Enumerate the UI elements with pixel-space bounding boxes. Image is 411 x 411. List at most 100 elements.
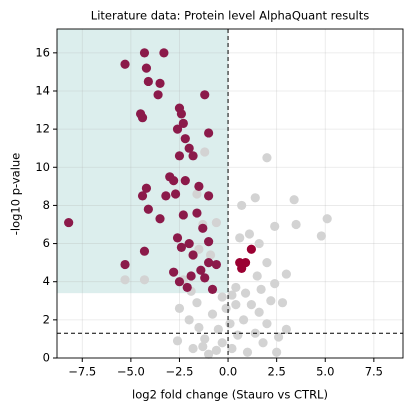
plot-frame xyxy=(56,28,404,359)
y-tick-label: 0 xyxy=(43,351,50,365)
y-tick-label: 10 xyxy=(35,160,50,174)
point xyxy=(235,233,245,243)
point xyxy=(155,214,165,224)
point xyxy=(207,309,218,319)
point xyxy=(200,273,210,283)
point xyxy=(194,181,204,191)
point xyxy=(207,284,218,294)
point xyxy=(204,349,214,359)
point xyxy=(233,330,243,340)
point xyxy=(291,219,301,230)
x-tick-label: 0.0 xyxy=(219,365,237,379)
point xyxy=(184,143,194,153)
y-tick-label: 8 xyxy=(43,198,50,212)
point xyxy=(174,303,185,314)
point xyxy=(270,279,280,289)
y-tick-label: 6 xyxy=(43,236,50,250)
point xyxy=(155,78,165,88)
point xyxy=(188,250,198,260)
point xyxy=(225,319,235,329)
chart-title: Literature data: Protein level AlphaQuan… xyxy=(91,9,369,23)
point xyxy=(262,319,272,329)
x-tick-label: −7.5 xyxy=(68,365,96,379)
point xyxy=(211,217,221,228)
point xyxy=(231,299,241,310)
point xyxy=(204,258,214,268)
point xyxy=(237,200,247,211)
y-tick-label: 16 xyxy=(35,45,50,59)
point xyxy=(198,341,208,352)
point xyxy=(200,334,210,344)
point xyxy=(237,263,247,273)
point xyxy=(194,244,204,254)
y-tick-label: 14 xyxy=(35,83,50,97)
point xyxy=(227,343,237,354)
point xyxy=(182,282,192,293)
point xyxy=(217,338,227,348)
x-tick-label: −2.5 xyxy=(165,365,193,379)
point xyxy=(172,336,183,346)
x-tick-label: 5.0 xyxy=(316,365,334,379)
point xyxy=(176,109,187,119)
point xyxy=(139,275,150,285)
point xyxy=(196,265,206,275)
point xyxy=(137,191,148,201)
point xyxy=(240,288,251,298)
y-tick-label: 4 xyxy=(43,274,50,288)
point xyxy=(186,271,196,281)
point xyxy=(176,242,187,252)
point xyxy=(204,128,214,138)
point xyxy=(153,90,163,100)
point xyxy=(244,229,255,239)
point xyxy=(170,189,181,199)
x-tick-label: 2.5 xyxy=(268,365,286,379)
point xyxy=(143,204,153,214)
point xyxy=(143,76,153,87)
point xyxy=(194,322,204,333)
point xyxy=(174,277,185,287)
point xyxy=(178,118,188,129)
point xyxy=(246,299,256,310)
point xyxy=(239,315,249,325)
point xyxy=(252,271,262,281)
point xyxy=(141,63,152,73)
point xyxy=(180,134,190,144)
point xyxy=(227,290,237,300)
point xyxy=(273,332,284,342)
point xyxy=(184,238,194,249)
point xyxy=(221,303,231,314)
point xyxy=(266,296,276,306)
point xyxy=(204,191,214,201)
point xyxy=(258,338,268,348)
point xyxy=(184,315,194,325)
point xyxy=(205,250,216,260)
y-tick-label: 12 xyxy=(35,122,50,136)
point xyxy=(316,231,326,241)
point xyxy=(198,223,208,233)
point xyxy=(200,90,210,100)
point xyxy=(180,176,190,186)
point xyxy=(242,347,253,357)
point xyxy=(289,195,299,205)
point xyxy=(254,307,264,317)
point xyxy=(192,189,202,199)
point xyxy=(178,210,188,220)
point xyxy=(188,343,198,354)
point xyxy=(272,347,282,357)
point xyxy=(231,282,241,293)
y-axis-label: -log10 p-value xyxy=(9,153,23,236)
y-tick-label: 2 xyxy=(43,312,50,326)
point xyxy=(192,208,202,218)
point xyxy=(172,124,183,134)
point xyxy=(120,259,130,270)
point xyxy=(277,298,288,308)
point xyxy=(204,237,214,247)
point xyxy=(188,151,198,161)
point xyxy=(322,214,332,224)
point xyxy=(139,48,150,58)
point xyxy=(192,298,202,308)
point xyxy=(120,275,130,285)
point xyxy=(139,246,150,256)
point xyxy=(169,267,179,277)
